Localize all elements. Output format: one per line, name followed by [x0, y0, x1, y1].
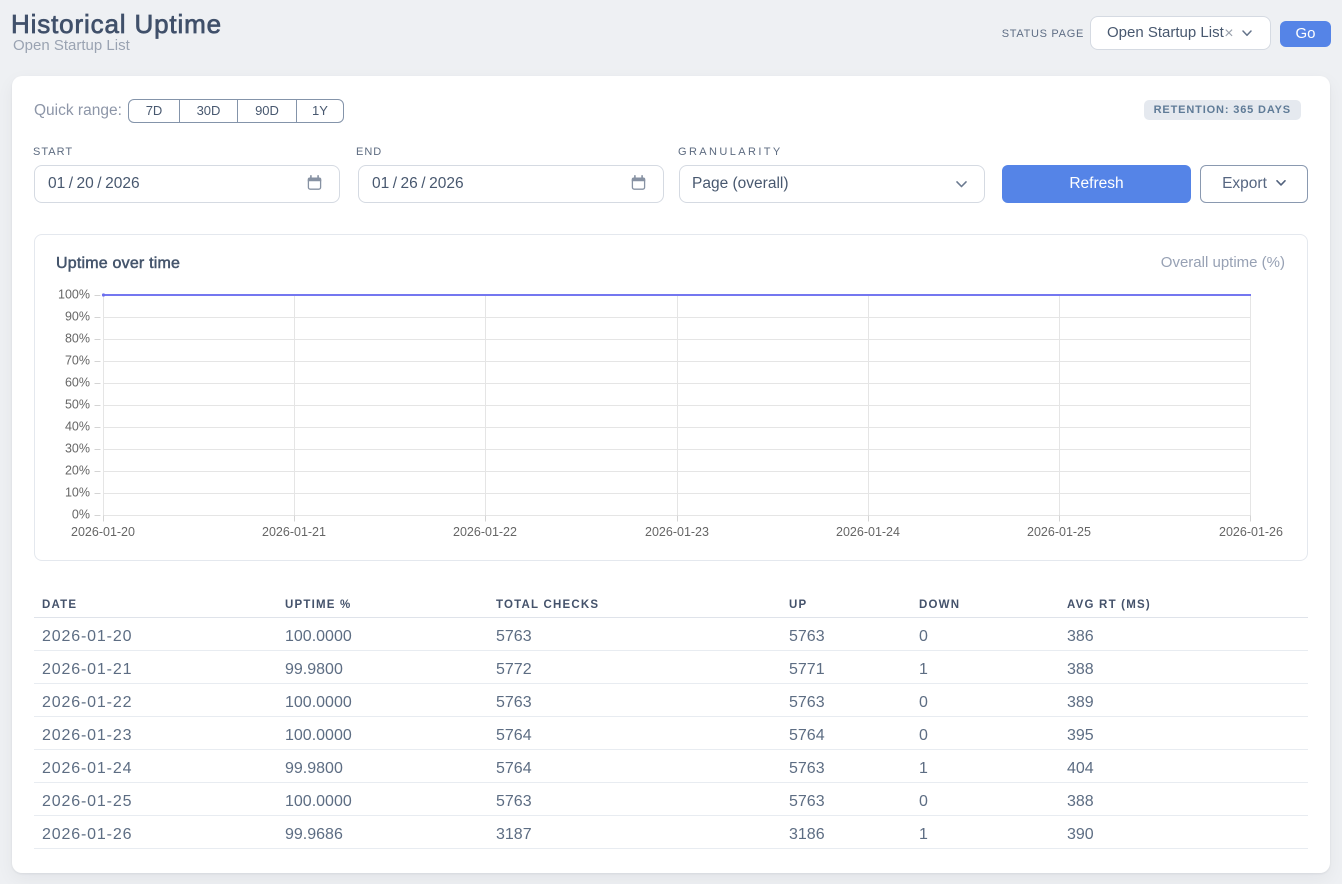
- svg-text:2026-01-23: 2026-01-23: [645, 525, 709, 539]
- svg-text:2026-01-22: 2026-01-22: [453, 525, 517, 539]
- svg-text:0%: 0%: [72, 508, 90, 522]
- svg-text:90%: 90%: [65, 310, 90, 324]
- svg-text:100%: 100%: [58, 288, 90, 302]
- svg-text:60%: 60%: [65, 376, 90, 390]
- svg-text:2026-01-20: 2026-01-20: [71, 525, 135, 539]
- svg-text:50%: 50%: [65, 398, 90, 412]
- svg-text:20%: 20%: [65, 464, 90, 478]
- svg-text:2026-01-21: 2026-01-21: [262, 525, 326, 539]
- svg-text:80%: 80%: [65, 332, 90, 346]
- svg-text:2026-01-24: 2026-01-24: [836, 525, 900, 539]
- svg-text:30%: 30%: [65, 442, 90, 456]
- svg-text:10%: 10%: [65, 486, 90, 500]
- svg-text:70%: 70%: [65, 354, 90, 368]
- svg-text:2026-01-25: 2026-01-25: [1027, 525, 1091, 539]
- svg-text:40%: 40%: [65, 420, 90, 434]
- svg-text:2026-01-26: 2026-01-26: [1219, 525, 1283, 539]
